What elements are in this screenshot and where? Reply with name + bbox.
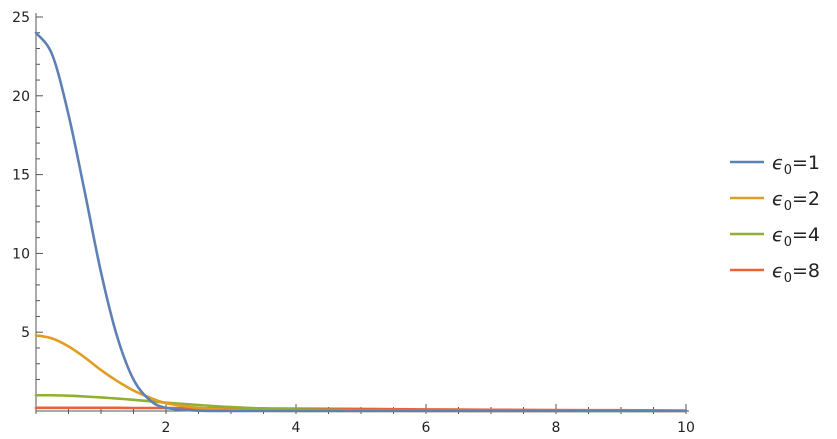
series-lines <box>34 31 688 413</box>
y-tick-label: 20 <box>12 89 30 105</box>
y-tick-label: 25 <box>12 10 30 26</box>
x-tick-label: 6 <box>422 420 431 435</box>
legend-item: ϵ0=4 <box>730 224 820 250</box>
legend-label: ϵ0=8 <box>772 260 820 286</box>
legend-item: ϵ0=1 <box>730 152 820 178</box>
legend-label: ϵ0=2 <box>772 188 820 214</box>
y-tick-label: 10 <box>12 246 30 262</box>
y-tick-label: 15 <box>12 168 30 184</box>
legend-label: ϵ0=1 <box>772 152 820 178</box>
x-tick-label: 8 <box>552 420 561 435</box>
x-tick-label: 4 <box>292 420 301 435</box>
x-tick-label: 10 <box>677 420 695 435</box>
axes: 2 4 6 8 10 5 10 15 20 25 <box>12 10 695 436</box>
legend-label: ϵ0=4 <box>772 224 820 250</box>
y-tick-label: 5 <box>21 325 30 341</box>
legend-item: ϵ0=8 <box>730 260 820 286</box>
legend: ϵ0=1 ϵ0=2 ϵ0=4 ϵ0=8 <box>730 152 820 286</box>
legend-item: ϵ0=2 <box>730 188 820 214</box>
x-tick-label: 2 <box>162 420 171 435</box>
series-line <box>34 31 688 413</box>
